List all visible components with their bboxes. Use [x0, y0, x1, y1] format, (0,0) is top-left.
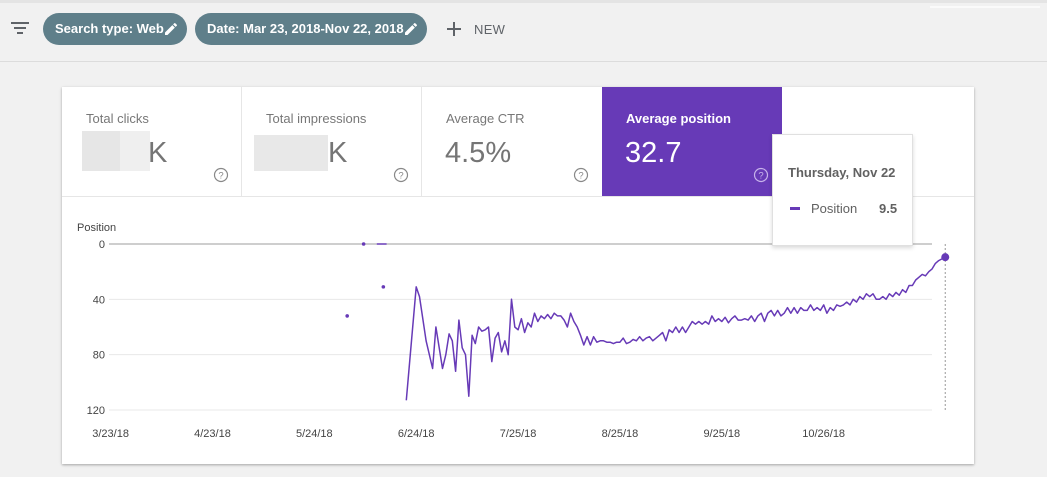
- svg-text:?: ?: [398, 170, 403, 181]
- help-icon[interactable]: ?: [213, 167, 229, 183]
- x-tick-label: 9/25/18: [703, 428, 740, 440]
- metric-label: Total impressions: [266, 111, 367, 126]
- data-point: [345, 314, 349, 318]
- x-tick-label: 8/25/18: [602, 428, 639, 440]
- y-axis-label: Position: [77, 222, 116, 234]
- help-icon[interactable]: ?: [753, 167, 769, 183]
- x-tick-label: 5/24/18: [296, 428, 333, 440]
- redacted-value: [120, 131, 150, 171]
- date-range-chip-label: Date: Mar 23, 2018-Nov 22, 2018: [207, 21, 404, 36]
- pencil-icon[interactable]: [403, 21, 419, 37]
- metric-total-clicks[interactable]: Total clicks K ?: [62, 87, 242, 197]
- search-type-chip-label: Search type: Web: [55, 21, 164, 36]
- y-tick-label: 40: [93, 294, 105, 306]
- y-tick-label: 0: [99, 239, 105, 251]
- metric-value: 4.5%: [445, 137, 512, 169]
- metric-value-suffix: K: [328, 137, 348, 169]
- pencil-icon[interactable]: [163, 21, 179, 37]
- x-tick-label: 6/24/18: [398, 428, 435, 440]
- metric-total-impressions[interactable]: Total impressions K ?: [242, 87, 422, 197]
- redacted-value: [254, 135, 328, 171]
- metric-label: Average position: [626, 111, 731, 126]
- help-icon[interactable]: ?: [393, 167, 409, 183]
- metrics-divider: [62, 196, 974, 197]
- x-tick-label: 3/23/18: [92, 428, 129, 440]
- x-tick-label: 7/25/18: [500, 428, 537, 440]
- date-range-chip[interactable]: Date: Mar 23, 2018-Nov 22, 2018: [195, 13, 427, 45]
- top-toolbar: Search type: Web Date: Mar 23, 2018-Nov …: [0, 0, 1047, 62]
- y-tick-label: 80: [93, 350, 105, 362]
- data-point: [381, 285, 386, 289]
- chart-tooltip: Thursday, Nov 22 Position 9.5: [772, 134, 913, 246]
- tooltip-date: Thursday, Nov 22: [788, 165, 896, 180]
- toolbar-top-highlight: [930, 6, 1040, 8]
- svg-text:?: ?: [758, 170, 763, 181]
- svg-text:?: ?: [218, 170, 223, 181]
- metric-value: 32.7: [625, 137, 682, 169]
- filter-list-icon[interactable]: [8, 16, 32, 40]
- metric-average-position[interactable]: Average position 32.7 ?: [602, 87, 782, 197]
- redacted-value: [82, 131, 120, 171]
- help-icon[interactable]: ?: [573, 167, 589, 183]
- metric-label: Total clicks: [86, 111, 149, 126]
- new-filter-label: NEW: [474, 21, 506, 37]
- toolbar-top-border: [0, 0, 1047, 3]
- series-line-position: [405, 256, 946, 401]
- x-tick-label: 4/23/18: [194, 428, 231, 440]
- plus-icon: [447, 22, 461, 36]
- x-tick-label: 10/26/18: [802, 428, 845, 440]
- data-point: [361, 242, 366, 246]
- metric-value-suffix: K: [148, 137, 168, 169]
- position-chart[interactable]: Position 0 40 80 120 3/23/18 4/23/18 5/24/18 6/2…: [62, 197, 974, 464]
- tooltip-series-name: Position: [811, 201, 858, 216]
- metric-label: Average CTR: [446, 111, 525, 126]
- tooltip-series-swatch: [790, 207, 800, 210]
- new-filter-button[interactable]: NEW: [442, 14, 505, 44]
- svg-text:?: ?: [578, 170, 583, 181]
- highlight-point: [941, 253, 950, 262]
- metric-average-ctr[interactable]: Average CTR 4.5% ?: [422, 87, 602, 197]
- y-tick-label: 120: [87, 405, 105, 417]
- search-type-chip[interactable]: Search type: Web: [43, 13, 187, 45]
- tooltip-value: 9.5: [879, 201, 898, 216]
